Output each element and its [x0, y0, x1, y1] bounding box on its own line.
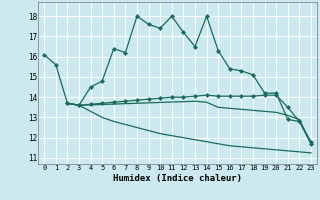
X-axis label: Humidex (Indice chaleur): Humidex (Indice chaleur)	[113, 174, 242, 183]
